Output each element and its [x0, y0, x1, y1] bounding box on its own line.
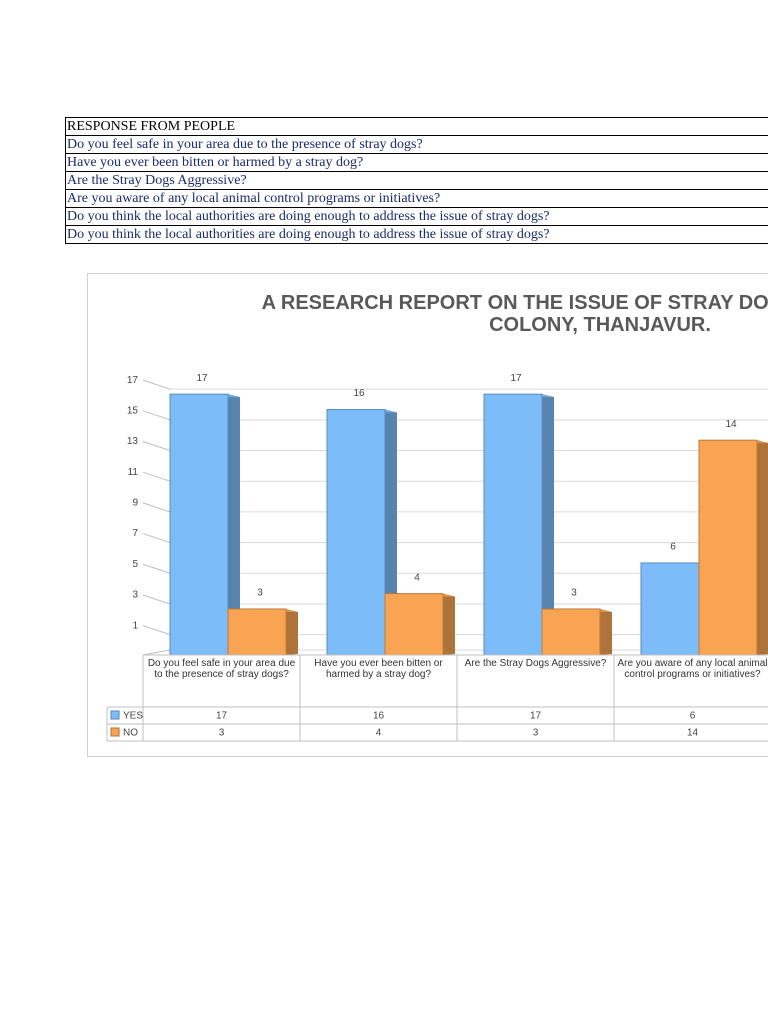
x-tick-label: Are the Stray Dogs Aggressive? [464, 658, 607, 669]
bar-side [443, 593, 455, 655]
x-tick-label-box: Do you feel safe in your area due to the… [147, 658, 296, 680]
floor-line [142, 649, 171, 656]
y-tick-label: 9 [132, 498, 138, 509]
table-value: 4 [376, 728, 382, 739]
response-table: RESPONSE FROM PEOPLE Do you feel safe in… [65, 117, 768, 244]
y-tick-label: 5 [132, 559, 138, 570]
grid-line [142, 441, 171, 451]
chart-title: A RESEARCH REPORT ON THE ISSUE OF STRAY … [261, 292, 768, 336]
y-tick-label: 15 [127, 405, 139, 416]
y-tick-label: 3 [132, 590, 138, 601]
legend-label: YES [123, 711, 143, 722]
bar [326, 408, 386, 656]
data-label: 6 [670, 542, 676, 553]
bar [483, 393, 543, 656]
y-tick-label: 7 [132, 528, 138, 539]
grid-line [142, 594, 171, 605]
table-cell: Have you ever been bitten or harmed by a… [65, 153, 768, 172]
bar [227, 608, 287, 656]
x-tick-label: Do you feel safe in your area due to the… [147, 658, 296, 680]
table-row: Do you think the local authorities are d… [65, 207, 768, 226]
bar-side [600, 608, 612, 655]
table-cell: Are you aware of any local animal contro… [65, 189, 768, 208]
data-label: 16 [353, 388, 365, 399]
data-label: 3 [257, 588, 263, 599]
bar [169, 393, 229, 656]
table-value: 3 [533, 728, 539, 739]
table-row: Are you aware of any local animal contro… [65, 189, 768, 208]
x-tick-label-box: Are you aware of any local animal contro… [617, 658, 768, 680]
table-value: 17 [530, 711, 542, 722]
table-value: 14 [687, 728, 699, 739]
bar-side [228, 394, 240, 655]
grid-line [142, 625, 171, 636]
y-tick-label: 1 [132, 620, 138, 631]
table-value: 17 [216, 711, 228, 722]
table-value: 3 [219, 728, 225, 739]
legend-swatch [110, 710, 120, 720]
bar [384, 593, 444, 656]
grid-line [142, 379, 171, 390]
x-tick-label-box: Have you ever been bitten or harmed by a… [314, 658, 443, 680]
chart-title-box: A RESEARCH REPORT ON THE ISSUE OF STRAY … [261, 292, 768, 336]
x-tick-label-box: Are the Stray Dogs Aggressive? [464, 658, 607, 669]
table-cell: Do you think the local authorities are d… [65, 225, 768, 244]
table-cell: Do you think the local authorities are d… [65, 207, 768, 226]
data-label: 14 [725, 419, 737, 430]
table-value: 6 [690, 711, 696, 722]
table-row: Do you feel safe in your area due to the… [65, 135, 768, 154]
table-value: 16 [373, 711, 385, 722]
data-label: 17 [510, 373, 522, 384]
grid-line [142, 502, 171, 513]
bar [640, 562, 700, 656]
grid-line [142, 410, 171, 421]
data-label: 3 [571, 588, 577, 599]
legend-swatch [110, 727, 120, 737]
x-tick-label: Have you ever been bitten or harmed by a… [314, 658, 443, 680]
y-tick-label: 13 [127, 436, 139, 447]
grid-line [142, 533, 171, 544]
table-row: Have you ever been bitten or harmed by a… [65, 153, 768, 172]
bar [698, 439, 758, 656]
bar-side [757, 440, 768, 655]
y-tick-label: 17 [127, 375, 139, 386]
data-label: 4 [414, 572, 420, 583]
grid-line [142, 563, 171, 574]
table-cell: Do you feel safe in your area due to the… [65, 135, 768, 154]
bar [541, 608, 601, 656]
y-tick-label: 11 [128, 467, 139, 478]
grid-line [142, 471, 171, 482]
x-tick-label: Are you aware of any local animal contro… [617, 658, 768, 680]
table-row: Do you think the local authorities are d… [65, 225, 768, 244]
bar-side [542, 394, 554, 655]
bar-side [286, 608, 298, 655]
data-label: 17 [196, 373, 208, 384]
legend-label: NO [123, 728, 138, 739]
